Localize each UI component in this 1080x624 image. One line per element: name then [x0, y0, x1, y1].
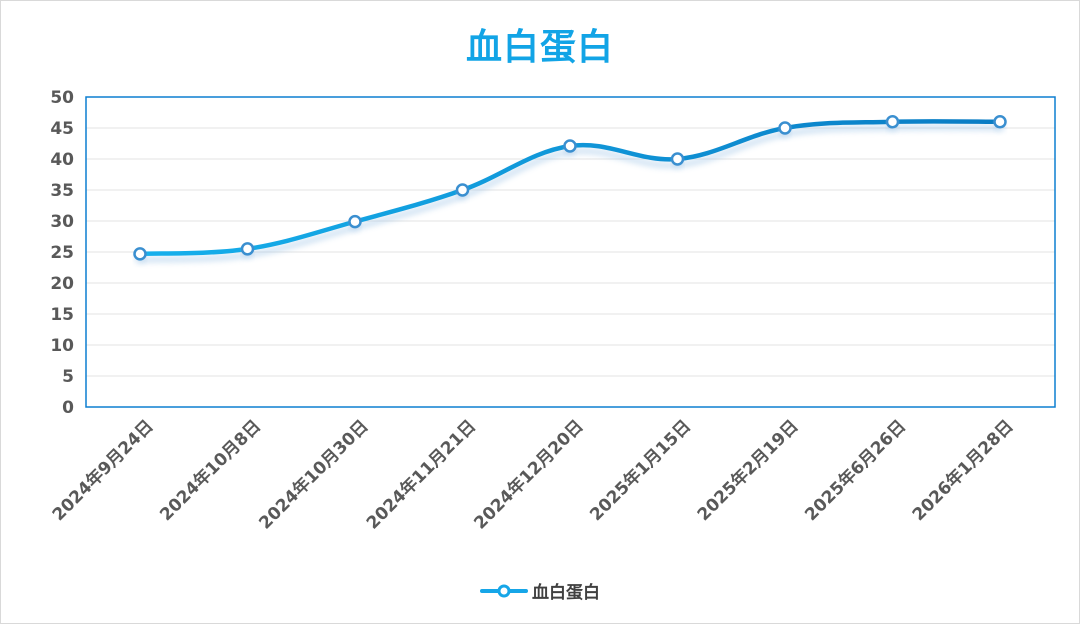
x-tick-label: 2025年2月19日: [693, 416, 802, 525]
y-tick-label: 0: [62, 398, 74, 418]
x-tick-label: 2024年10月30日: [255, 416, 373, 534]
y-tick-label: 5: [62, 367, 74, 387]
y-tick-label: 50: [50, 88, 74, 108]
legend-label: 血白蛋白: [532, 583, 600, 603]
data-point: [885, 115, 900, 129]
x-axis-ticks: 2024年9月24日2024年10月8日2024年10月30日2024年11月2…: [48, 416, 1017, 534]
y-tick-label: 30: [50, 212, 74, 232]
y-axis-ticks: 0 5 10 15 20 25 30 35 40 45 50: [50, 88, 74, 418]
y-tick-label: 40: [50, 150, 74, 170]
y-tick-label: 25: [50, 243, 74, 263]
y-tick-label: 20: [50, 274, 74, 294]
x-tick-label: 2024年9月24日: [48, 416, 157, 525]
chart-title: 血白蛋白: [465, 27, 614, 68]
data-point: [993, 115, 1007, 129]
series-layer: [133, 115, 1007, 264]
legend-line-marker-icon: [480, 584, 528, 597]
x-tick-label: 2025年1月15日: [586, 416, 695, 525]
x-tick-label: 2025年6月26日: [801, 416, 910, 525]
data-point: [563, 139, 577, 153]
data-point: [778, 121, 792, 135]
legend: 血白蛋白: [0, 578, 1080, 603]
x-tick-label: 2026年1月28日: [908, 416, 1017, 525]
y-tick-label: 45: [50, 119, 74, 139]
y-tick-label: 35: [50, 181, 74, 201]
data-point: [348, 214, 362, 229]
x-tick-label: 2024年11月21日: [362, 416, 480, 534]
plot-area-border: [85, 96, 1056, 408]
x-tick-label: 2024年10月8日: [156, 416, 265, 525]
data-point: [670, 152, 685, 166]
data-point: [133, 247, 147, 261]
y-tick-label: 10: [50, 336, 74, 356]
data-point: [240, 242, 255, 256]
y-tick-label: 15: [50, 305, 74, 325]
x-tick-label: 2024年12月20日: [470, 416, 588, 534]
data-point: [455, 183, 470, 197]
